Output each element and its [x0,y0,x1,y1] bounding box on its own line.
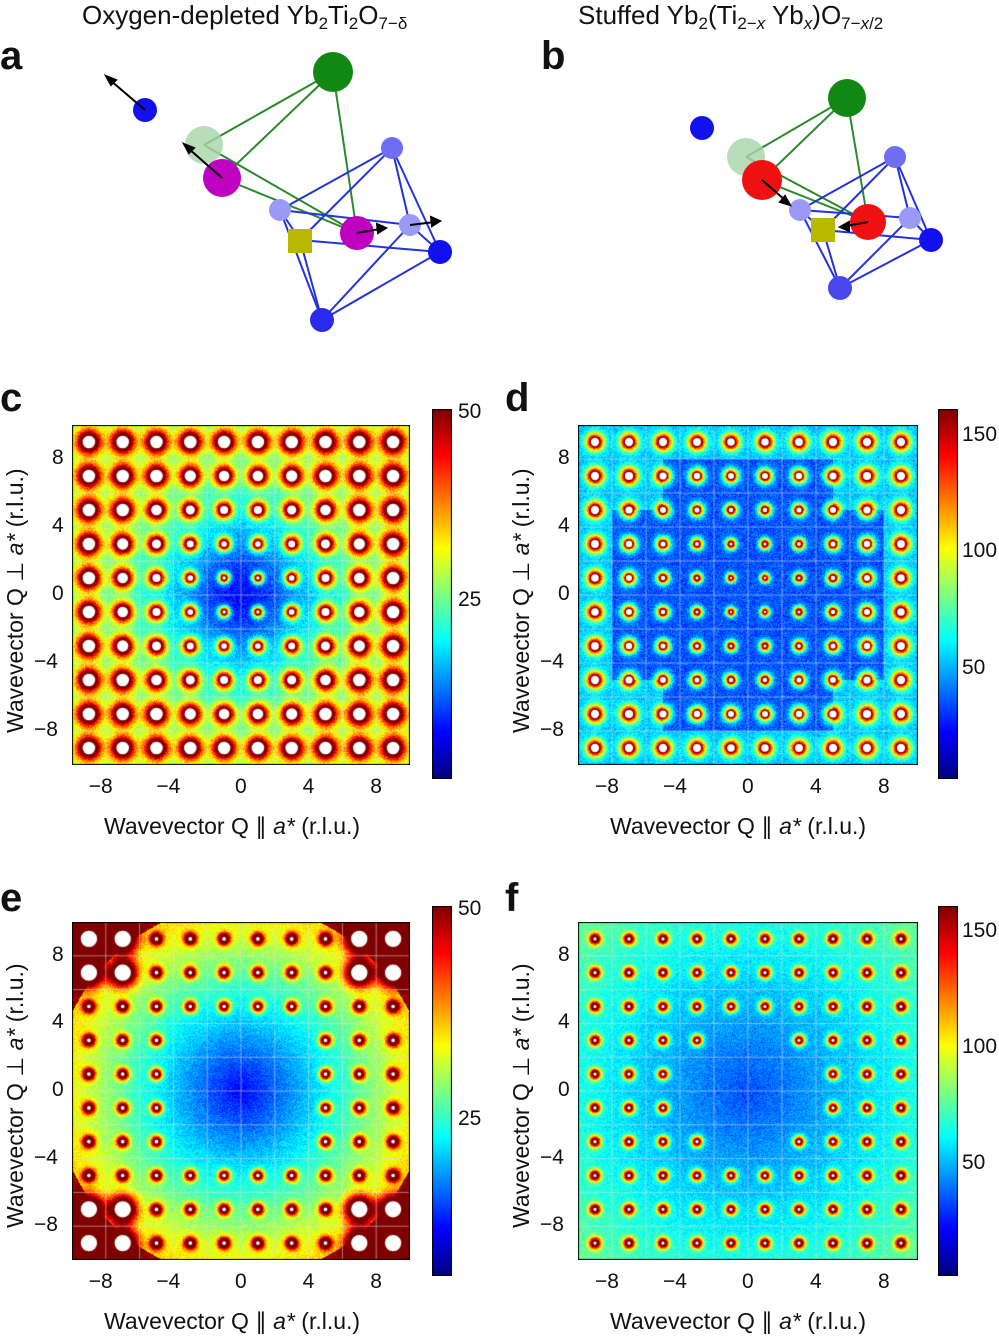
ytick-d: −4 [540,650,564,674]
ylabel-d: Wavevector Q ⊥ a* (r.l.u.) [508,468,535,733]
ytick-f: 4 [558,1010,570,1034]
xtick-d: −4 [663,775,687,799]
ylabel-e: Wavevector Q ⊥ a* (r.l.u.) [2,963,29,1228]
title-left: Oxygen-depleted Yb2Ti2O7−δ [82,2,407,32]
cbar-tick-f-100: 100 [962,1035,997,1059]
cbar-tick-e-25: 25 [458,1107,481,1131]
colorbar-e [432,906,452,1276]
heatmap-d [578,425,918,765]
xtick-d: 4 [810,775,822,799]
xlabel-c: Wavevector Q ∥ a* (r.l.u.) [104,813,360,840]
cbar-tick-d-100: 100 [962,539,997,563]
ytick-c: −4 [34,650,58,674]
panel-letter-c: c [0,378,22,418]
xtick-e: 4 [303,1270,315,1294]
heatmap-f [578,922,918,1260]
xtick-c: 8 [370,775,382,799]
xtick-e: −4 [156,1270,180,1294]
ytick-d: 8 [558,446,570,470]
cbar-tick-c-50: 50 [458,400,481,424]
panel-letter-d: d [505,378,529,418]
ylabel-c: Wavevector Q ⊥ a* (r.l.u.) [2,468,29,733]
ytick-c: 8 [52,446,64,470]
cbar-tick-d-50: 50 [962,656,985,680]
xtick-c: −8 [89,775,113,799]
cbar-tick-d-150: 150 [962,423,997,447]
xlabel-e: Wavevector Q ∥ a* (r.l.u.) [104,1308,360,1335]
xlabel-f: Wavevector Q ∥ a* (r.l.u.) [610,1308,866,1335]
oxygen-ghost-site [185,126,223,164]
xtick-d: −8 [595,775,619,799]
ytick-f: −8 [540,1213,564,1237]
xtick-e: 0 [235,1270,247,1294]
ytick-c: 0 [52,582,64,606]
xtick-c: 0 [235,775,247,799]
ytick-d: 0 [558,582,570,606]
ti-site-2 [789,199,811,221]
ti-site-2 [269,199,291,221]
panel-letter-b: b [541,36,565,76]
ytick-e: 0 [52,1078,64,1102]
heatmap-e [72,922,410,1260]
vacancy-square [288,229,312,253]
colorbar-d [938,409,958,779]
ytick-d: 4 [558,514,570,538]
oxygen-site-top [828,79,866,117]
panel-letter-f: f [505,878,518,918]
colorbar-f [938,906,958,1276]
heatmap-c [72,425,410,765]
cbar-tick-e-50: 50 [458,897,481,921]
panel-letter-a: a [0,36,22,76]
xtick-c: −4 [156,775,180,799]
title-right: Stuffed Yb2(Ti2−x Ybx)O7−x/2 [578,2,883,32]
ytick-c: −8 [34,718,58,742]
xtick-e: −8 [89,1270,113,1294]
ti-site-1 [884,146,906,168]
xlabel-d: Wavevector Q ∥ a* (r.l.u.) [610,813,866,840]
cbar-tick-c-25: 25 [458,588,481,612]
xtick-f: 8 [878,1270,890,1294]
oxygen-site-top [313,52,353,92]
xtick-d: 8 [878,775,890,799]
structure-diagram-a [90,40,490,340]
ytick-e: 4 [52,1010,64,1034]
ytick-e: −4 [34,1146,58,1170]
ti-site-3 [899,207,921,229]
ti-site-4 [428,240,452,264]
xtick-f: −4 [663,1270,687,1294]
cbar-tick-f-50: 50 [962,1151,985,1175]
ytick-f: 0 [558,1078,570,1102]
ytick-e: −8 [34,1213,58,1237]
ti-site-4 [919,228,943,252]
ytick-d: −8 [540,718,564,742]
ti-site-5 [310,308,334,332]
ytick-c: 4 [52,514,64,538]
xtick-f: −8 [595,1270,619,1294]
ylabel-f: Wavevector Q ⊥ a* (r.l.u.) [508,963,535,1228]
ti-site-5 [828,276,852,300]
xtick-d: 0 [742,775,754,799]
xtick-f: 4 [810,1270,822,1294]
ytick-f: −4 [540,1146,564,1170]
xtick-e: 8 [370,1270,382,1294]
xtick-f: 0 [742,1270,754,1294]
ytick-f: 8 [558,943,570,967]
ytick-e: 8 [52,943,64,967]
colorbar-c [432,409,452,779]
cbar-tick-f-150: 150 [962,919,997,943]
ti-site-1 [381,137,403,159]
vacancy-square [811,218,835,242]
ti-site-far [690,116,714,140]
panel-letter-e: e [0,878,22,918]
xtick-c: 4 [303,775,315,799]
structure-diagram-b [620,60,980,320]
